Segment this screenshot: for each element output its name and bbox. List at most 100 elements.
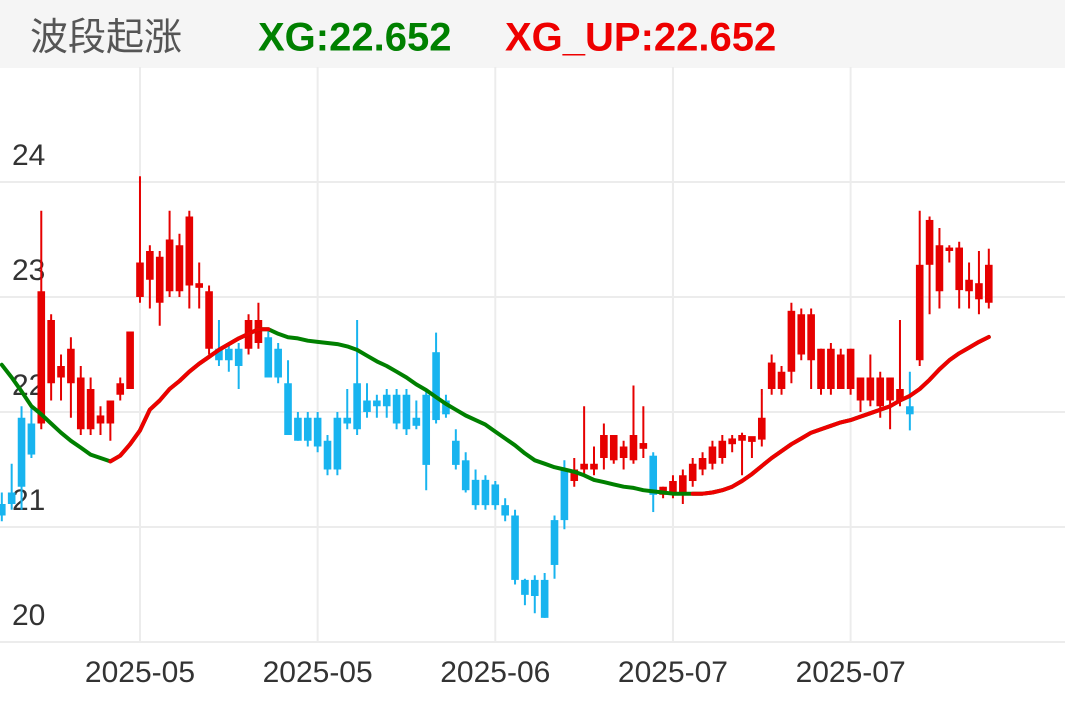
candle-body [264, 337, 273, 378]
candle-body [728, 438, 736, 445]
candle-body [422, 394, 431, 465]
candle-body [985, 264, 993, 303]
candle-body [550, 520, 559, 565]
candle-body [807, 314, 815, 361]
candle-body [323, 440, 332, 470]
candle-body [195, 283, 203, 288]
header-background [0, 0, 1065, 68]
candle-body [96, 415, 105, 424]
candle-body [303, 417, 312, 441]
candle-body [0, 504, 6, 516]
candle-body [688, 463, 697, 481]
y-tick-label: 20 [12, 599, 45, 632]
candle-body [540, 579, 549, 618]
candle-body [629, 435, 638, 461]
candle-body [225, 348, 233, 361]
candle-body [827, 348, 835, 389]
candle-body [432, 352, 440, 421]
candle-body [965, 279, 973, 292]
x-tick-label: 2025-05 [85, 656, 195, 689]
candle-body [649, 455, 658, 495]
candle-body [461, 460, 470, 491]
candle-body [639, 443, 648, 449]
candle-body [76, 377, 85, 430]
candle-body [925, 219, 934, 265]
candle-body [126, 331, 134, 389]
candle-body [679, 475, 687, 493]
candle-body [609, 435, 618, 461]
candle-body [570, 469, 579, 481]
candle-body [215, 348, 223, 361]
candle-body [392, 394, 401, 424]
candle-body [442, 400, 450, 415]
x-tick-label: 2025-07 [796, 656, 906, 689]
candle-body [412, 417, 421, 426]
candle-body [866, 377, 875, 401]
candle-body [945, 247, 954, 251]
candle-body [284, 383, 292, 435]
candle-body [708, 446, 717, 464]
candle-body [530, 579, 539, 596]
legend-entry: XG_UP:22.652 [505, 16, 776, 60]
y-tick-label: 23 [12, 254, 45, 287]
candle-body [47, 320, 55, 384]
x-tick-label: 2025-06 [440, 656, 550, 689]
candle-body [817, 348, 825, 389]
candle-body [896, 389, 904, 401]
candle-body [748, 436, 756, 442]
candle-body [205, 291, 213, 349]
candle-body [67, 348, 75, 384]
candle-body [234, 348, 243, 366]
candle-body [7, 492, 16, 504]
candle-body [146, 251, 154, 280]
candle-body [846, 348, 855, 389]
candle-body [481, 479, 490, 506]
candle-body [797, 314, 806, 355]
candle-body [373, 400, 381, 407]
candle-body [452, 440, 460, 465]
y-tick-label: 21 [12, 484, 45, 517]
chart-title: 波段起涨 [30, 17, 182, 59]
candle-body [600, 435, 608, 458]
candle-body [155, 256, 164, 303]
candle-body [975, 283, 983, 300]
candle-body [27, 423, 36, 455]
candle-body [37, 291, 46, 424]
candle-body [590, 463, 598, 470]
candle-body [777, 371, 786, 389]
candle-body [175, 245, 184, 292]
candle-body [698, 458, 707, 470]
candle-body [165, 239, 174, 292]
x-tick-label: 2025-05 [263, 656, 373, 689]
candle-body [185, 216, 194, 286]
candle-body [313, 417, 322, 447]
candle-body [669, 481, 677, 493]
candle-body [757, 417, 766, 440]
candle-body [718, 440, 727, 458]
y-tick-label: 24 [12, 139, 45, 172]
candle-body [906, 406, 914, 415]
candle-body [471, 479, 480, 506]
candle-body [511, 515, 519, 580]
candle-body [876, 377, 885, 407]
candle-body [274, 348, 282, 378]
candle-body [856, 377, 865, 401]
candle-body [787, 310, 796, 372]
candle-body [136, 262, 144, 297]
candle-body [501, 505, 509, 516]
candle-body [738, 435, 746, 441]
candle-body [402, 394, 411, 430]
candle-body [86, 389, 95, 430]
candle-body [955, 247, 963, 291]
candle-body [767, 362, 776, 389]
legend-entry: XG:22.652 [258, 16, 451, 60]
candle-body [343, 417, 352, 424]
candle-body [294, 417, 302, 441]
candle-body [254, 320, 263, 343]
candle-body [935, 245, 944, 292]
candle-body [353, 383, 361, 430]
candle-body [17, 417, 26, 487]
candle-body [886, 377, 894, 401]
candle-body [619, 446, 628, 458]
candle-body [363, 400, 371, 412]
